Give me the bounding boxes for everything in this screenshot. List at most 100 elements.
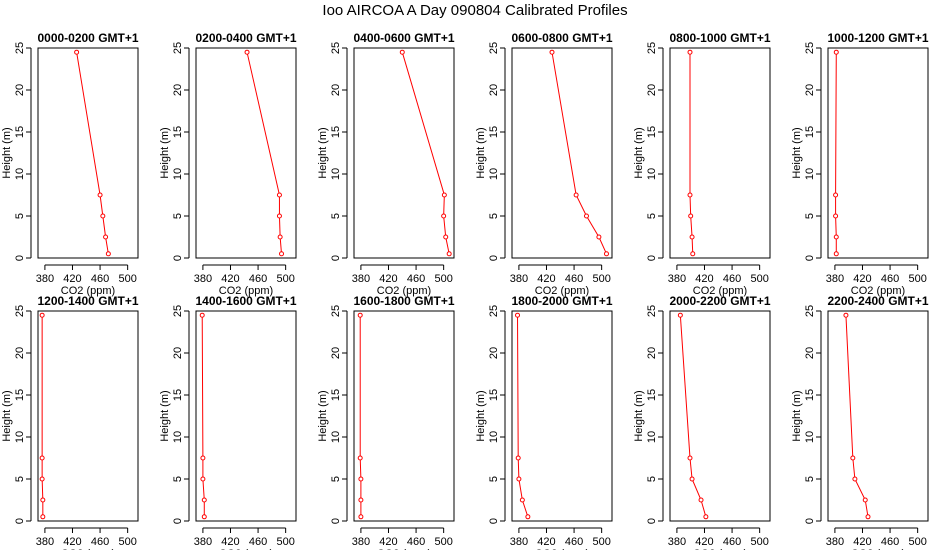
data-point — [516, 476, 522, 482]
panel-title: 1600-1800 GMT+1 — [353, 294, 454, 308]
x-axis-label: CO2 (ppm) — [535, 285, 589, 297]
y-tick-label: 0 — [646, 255, 658, 261]
y-tick-label: 25 — [804, 42, 816, 54]
x-tick-label: 420 — [379, 536, 397, 548]
y-tick-label: 5 — [172, 213, 184, 219]
y-tick-label: 15 — [330, 389, 342, 401]
y-tick-label: 25 — [14, 305, 26, 317]
x-tick-label: 500 — [592, 536, 610, 548]
y-axis-label: Height (m) — [475, 127, 487, 178]
y-tick-label: 0 — [14, 255, 26, 261]
y-tick-label: 20 — [14, 84, 26, 96]
y-tick-label: 0 — [172, 255, 184, 261]
x-tick-label: 380 — [668, 536, 686, 548]
data-point — [519, 497, 525, 503]
y-tick-label: 20 — [14, 347, 26, 359]
x-tick-label: 460 — [723, 536, 741, 548]
x-tick-label: 380 — [194, 536, 212, 548]
y-tick-label: 5 — [488, 213, 500, 219]
y-tick-label: 0 — [646, 518, 658, 524]
panel-title: 0800-1000 GMT+1 — [669, 31, 770, 45]
data-point — [441, 213, 447, 219]
x-tick-label: 500 — [750, 273, 768, 285]
y-tick-label: 10 — [14, 168, 26, 180]
x-tick-label: 380 — [36, 536, 54, 548]
plot-box — [37, 47, 139, 259]
panel-7: 1200-1400 GMT+1 0 5 10 15 20 25 Height (m) 380 42… — [1, 294, 139, 550]
y-axis-label: Height (m) — [1, 390, 13, 441]
x-tick-label: 380 — [352, 273, 370, 285]
y-axis-label: Height (m) — [1, 127, 13, 178]
y-tick-label: 15 — [646, 126, 658, 138]
data-point — [358, 497, 364, 503]
data-point — [833, 192, 839, 198]
data-point — [833, 251, 839, 257]
x-tick-label: 460 — [407, 273, 425, 285]
x-tick-label: 460 — [249, 536, 267, 548]
series-line — [835, 52, 837, 254]
x-axis-label: CO2 (ppm) — [693, 548, 747, 550]
data-point — [525, 514, 531, 520]
data-point — [515, 455, 521, 461]
x-axis-label: CO2 (ppm) — [693, 285, 747, 297]
x-tick-label: 380 — [826, 273, 844, 285]
plot-box — [669, 47, 771, 259]
series-line — [76, 52, 109, 254]
x-tick-label: 500 — [592, 273, 610, 285]
y-axis-label: Height (m) — [633, 390, 645, 441]
y-tick-label: 10 — [330, 168, 342, 180]
data-point — [39, 476, 45, 482]
data-point — [833, 49, 839, 55]
y-tick-label: 25 — [488, 305, 500, 317]
data-point — [100, 213, 106, 219]
plot-box — [511, 47, 613, 259]
y-tick-label: 0 — [488, 518, 500, 524]
y-tick-label: 20 — [172, 84, 184, 96]
x-tick-label: 500 — [434, 536, 452, 548]
panel-4: 0600-0800 GMT+1 0 5 10 15 20 25 Height (m) 380 42… — [475, 31, 613, 297]
y-tick-label: 20 — [646, 347, 658, 359]
x-axis-label: CO2 (ppm) — [851, 285, 905, 297]
panel-title: 0200-0400 GMT+1 — [195, 31, 296, 45]
data-point — [199, 312, 205, 318]
plot-box — [353, 47, 455, 259]
panel-title: 2000-2200 GMT+1 — [669, 294, 770, 308]
y-tick-label: 0 — [330, 255, 342, 261]
panel-11: 2000-2200 GMT+1 0 5 10 15 20 25 Height (m) 380 42… — [633, 294, 771, 550]
x-tick-label: 460 — [881, 273, 899, 285]
x-tick-label: 460 — [565, 273, 583, 285]
y-tick-label: 5 — [646, 213, 658, 219]
x-tick-label: 500 — [750, 536, 768, 548]
x-tick-label: 420 — [379, 273, 397, 285]
x-tick-label: 460 — [723, 273, 741, 285]
x-axis-label: CO2 (ppm) — [219, 285, 273, 297]
y-tick-label: 0 — [14, 518, 26, 524]
data-point — [105, 251, 111, 257]
data-point — [277, 234, 283, 240]
y-tick-label: 5 — [172, 476, 184, 482]
data-point — [515, 312, 521, 318]
x-tick-label: 460 — [91, 536, 109, 548]
y-tick-label: 25 — [172, 305, 184, 317]
x-tick-label: 420 — [63, 273, 81, 285]
data-point — [583, 213, 589, 219]
data-point — [843, 312, 849, 318]
data-point — [865, 514, 871, 520]
y-tick-label: 15 — [804, 389, 816, 401]
x-tick-label: 500 — [276, 536, 294, 548]
series-line — [551, 52, 607, 255]
data-point — [596, 234, 602, 240]
data-point — [687, 455, 693, 461]
data-point — [200, 476, 206, 482]
y-tick-label: 15 — [14, 126, 26, 138]
data-point — [201, 514, 207, 520]
x-tick-label: 420 — [695, 536, 713, 548]
x-axis-label: CO2 (ppm) — [61, 285, 115, 297]
x-tick-label: 380 — [194, 273, 212, 285]
y-tick-label: 10 — [330, 431, 342, 443]
y-tick-label: 15 — [172, 389, 184, 401]
panel-title: 1800-2000 GMT+1 — [511, 294, 612, 308]
data-point — [862, 497, 868, 503]
